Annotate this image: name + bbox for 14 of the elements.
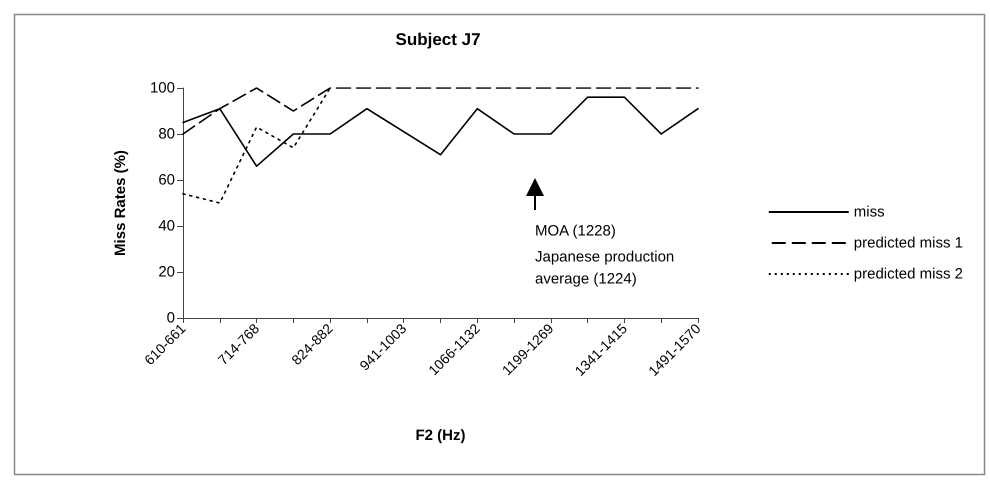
y-tick-label: 0 [166,310,175,326]
annotation: Japanese production average (1224) [535,248,678,288]
y-tick-label: 20 [158,264,175,280]
y-tick-label: 60 [158,172,175,188]
y-tick-label: 100 [150,80,175,96]
chart-title: Subject J7 [395,30,481,49]
x-axis-title: F2 (Hz) [416,427,466,444]
legend-label: miss [854,204,885,220]
legend-label: predicted miss 1 [854,234,964,252]
y-axis-title: Miss Rates (%) [112,150,129,256]
y-tick-label: 40 [158,218,175,234]
annotation: MOA (1228) [535,222,616,240]
legend-label: predicted miss 2 [854,266,964,282]
y-tick-label: 80 [158,126,175,142]
